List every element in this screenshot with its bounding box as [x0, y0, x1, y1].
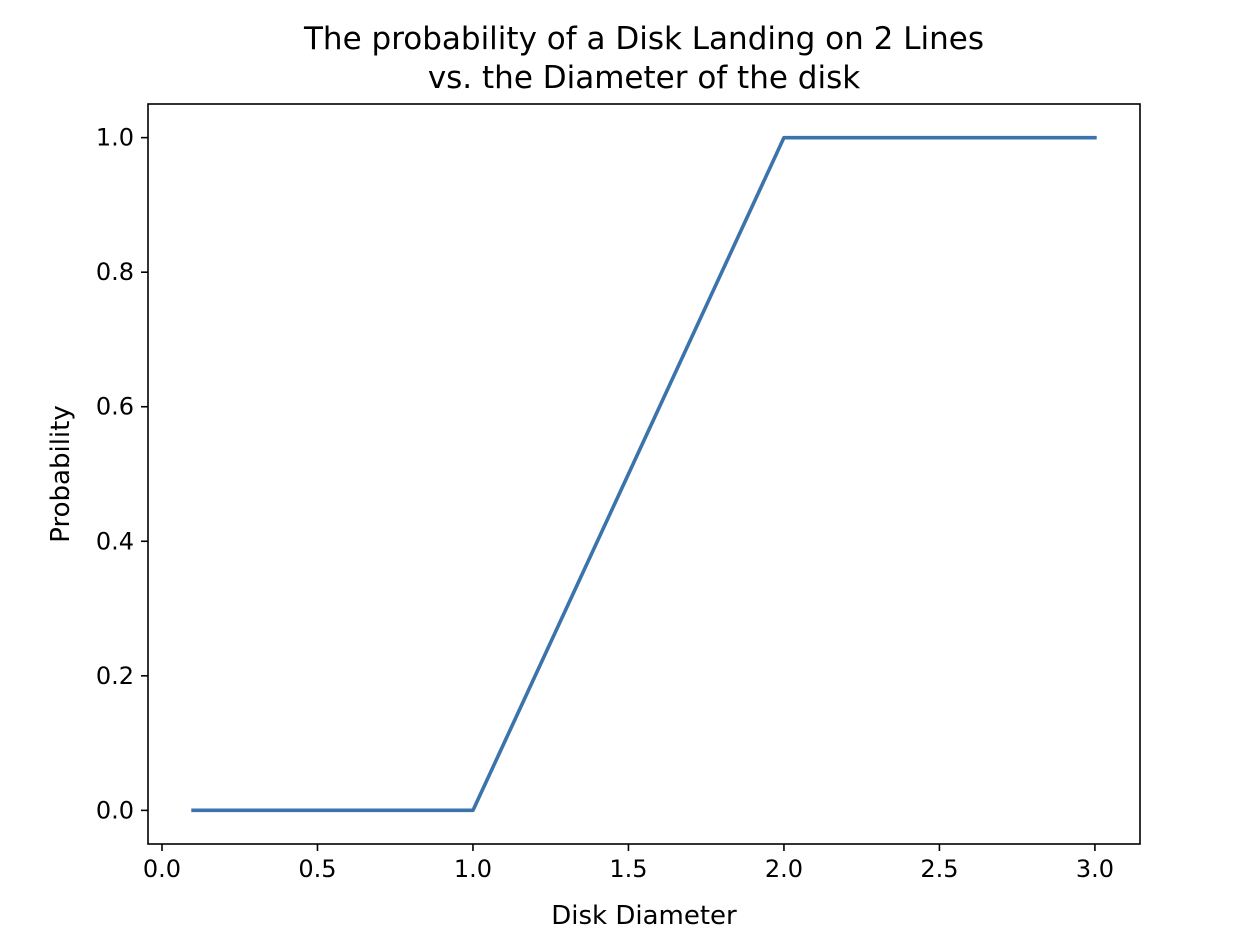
x-axis: 0.0 0.5 1.0 1.5 2.0 2.5 3.0	[143, 844, 1114, 883]
y-tick-label: 0.0	[96, 796, 134, 824]
x-axis-label: Disk Diameter	[551, 901, 737, 931]
plot-area	[191, 135, 1097, 813]
chart-title-line-1: The probability of a Disk Landing on 2 L…	[303, 21, 984, 57]
x-tick-label: 1.0	[454, 855, 492, 883]
x-tick-label: 3.0	[1076, 855, 1114, 883]
y-axis: 0.0 0.2 0.4 0.6 0.8 1.0	[96, 124, 148, 824]
y-tick-label: 0.2	[96, 662, 134, 690]
axes-frame	[147, 103, 1141, 845]
x-tick-label: 2.0	[765, 855, 803, 883]
y-axis-label: Probability	[46, 405, 76, 542]
y-tick-label: 1.0	[96, 124, 134, 152]
x-tick-label: 0.0	[143, 855, 181, 883]
y-tick-label: 0.8	[96, 258, 134, 286]
chart-title-line-2: vs. the Diameter of the disk	[428, 60, 860, 96]
x-tick-label: 2.5	[920, 855, 958, 883]
x-tick-label: 0.5	[298, 855, 336, 883]
y-tick-label: 0.6	[96, 393, 134, 421]
series-line-1	[191, 135, 1097, 813]
x-tick-label: 1.5	[609, 855, 647, 883]
y-tick-label: 0.4	[96, 527, 134, 555]
